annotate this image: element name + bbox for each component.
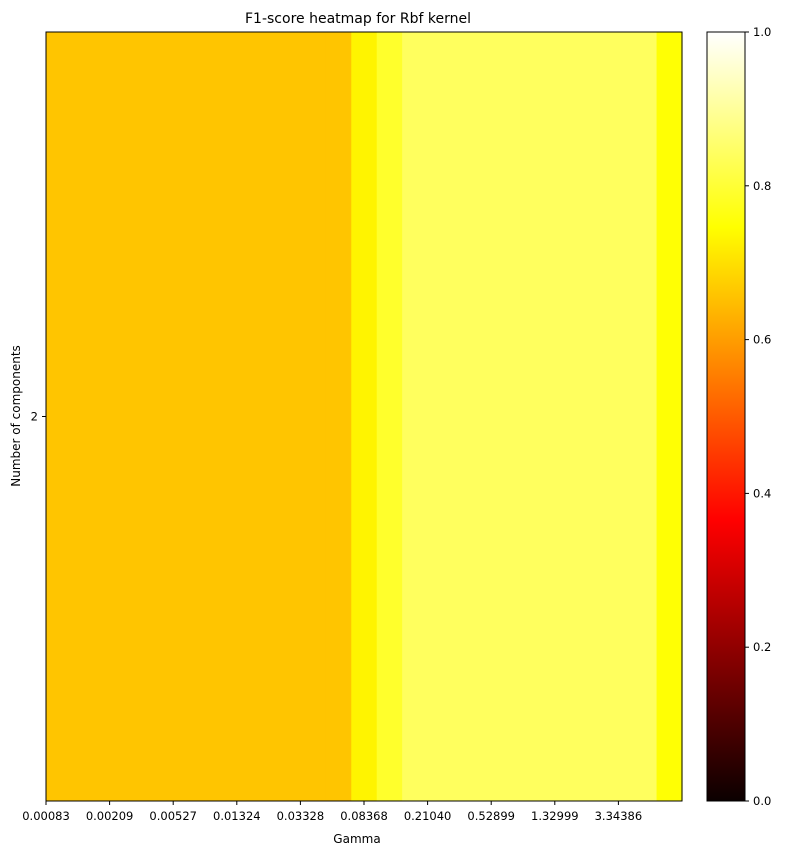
x-tick-label: 3.34386 bbox=[595, 809, 643, 823]
x-tick-label: 0.01324 bbox=[213, 809, 261, 823]
colorbar-ticks: 0.0 0.2 0.4 0.6 0.8 1.0 bbox=[745, 25, 771, 808]
x-tick-label: 0.08368 bbox=[340, 809, 388, 823]
x-axis-ticks: 0.00083 0.00209 0.00527 0.01324 0.03328 0.083… bbox=[22, 801, 642, 823]
colorbar-tick-label: 0.0 bbox=[753, 794, 771, 808]
colorbar bbox=[706, 31, 746, 802]
heatmap-cell bbox=[46, 32, 73, 801]
colorbar-tick-label: 0.6 bbox=[753, 333, 771, 347]
heatmap-cell bbox=[198, 32, 225, 801]
heatmap-cells bbox=[46, 32, 683, 801]
x-tick-label: 1.32999 bbox=[531, 809, 579, 823]
heatmap-cell bbox=[631, 32, 658, 801]
x-tick-label: 0.21040 bbox=[404, 809, 452, 823]
heatmap-cell bbox=[300, 32, 327, 801]
y-axis-ticks: 2 bbox=[31, 410, 46, 424]
heatmap-cell bbox=[71, 32, 98, 801]
colorbar-tick-label: 0.4 bbox=[753, 486, 771, 500]
heatmap-cell bbox=[173, 32, 200, 801]
y-axis-label: Number of components bbox=[9, 345, 23, 487]
heatmap-cell bbox=[122, 32, 149, 801]
heatmap-cell bbox=[503, 32, 530, 801]
colorbar-tick-label: 0.2 bbox=[753, 640, 771, 654]
heatmap-cell bbox=[274, 32, 301, 801]
heatmap-cell bbox=[325, 32, 352, 801]
chart-title: F1-score heatmap for Rbf kernel bbox=[245, 11, 471, 27]
x-tick-label: 0.03328 bbox=[277, 809, 325, 823]
heatmap-cell bbox=[427, 32, 454, 801]
heatmap-cell bbox=[580, 32, 607, 801]
y-tick-label: 2 bbox=[31, 410, 38, 424]
heatmap-cell bbox=[147, 32, 174, 801]
heatmap-cell bbox=[656, 32, 683, 801]
x-tick-label: 0.00527 bbox=[149, 809, 197, 823]
heatmap-cell bbox=[351, 32, 378, 801]
x-axis-label: Gamma bbox=[333, 832, 380, 846]
x-tick-label: 0.00083 bbox=[22, 809, 70, 823]
heatmap-cell bbox=[376, 32, 403, 801]
x-tick-label: 0.52899 bbox=[467, 809, 515, 823]
heatmap-cell bbox=[554, 32, 581, 801]
heatmap-cell bbox=[453, 32, 480, 801]
heatmap-cell bbox=[249, 32, 276, 801]
heatmap-cell bbox=[529, 32, 556, 801]
x-tick-label: 0.00209 bbox=[86, 809, 134, 823]
heatmap-cell bbox=[478, 32, 505, 801]
heatmap-cell bbox=[605, 32, 632, 801]
colorbar-tick-label: 0.8 bbox=[753, 179, 771, 193]
heatmap-cell bbox=[96, 32, 123, 801]
heatmap-cell bbox=[224, 32, 251, 801]
heatmap-cell bbox=[402, 32, 429, 801]
colorbar-tick-label: 1.0 bbox=[753, 25, 771, 39]
